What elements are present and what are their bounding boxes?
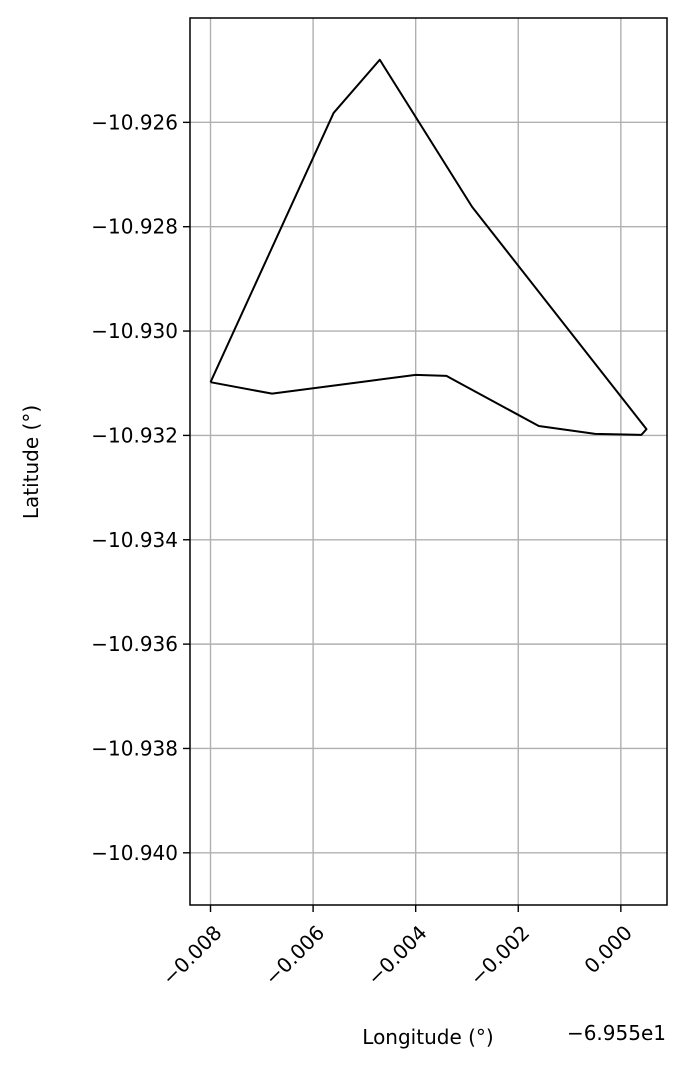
y-tick-label: −10.932 — [91, 423, 178, 447]
y-tick-label: −10.930 — [91, 319, 178, 343]
grid-lines — [190, 18, 667, 905]
x-tick-label: −0.002 — [465, 921, 534, 990]
x-tick-label: −0.004 — [362, 921, 431, 990]
x-offset-label: −6.955e1 — [567, 1021, 666, 1045]
x-axis-label: Longitude (°) — [362, 1025, 493, 1049]
x-axis: −0.008 −0.006 −0.004 −0.002 0.000 — [157, 905, 637, 990]
y-tick-label: −10.940 — [91, 841, 178, 865]
y-tick-label: −10.938 — [91, 736, 178, 760]
y-tick-label: −10.934 — [91, 528, 178, 552]
polygon-outline — [209, 58, 648, 436]
y-axis: −10.926 −10.928 −10.930 −10.932 −10.934 −10.9… — [91, 110, 190, 865]
y-tick-label: −10.936 — [91, 632, 178, 656]
x-tick-label: 0.000 — [579, 921, 636, 978]
y-axis-label: Latitude (°) — [19, 405, 43, 519]
x-tick-label: −0.006 — [260, 921, 329, 990]
y-tick-label: −10.928 — [91, 215, 178, 239]
series-layer — [209, 58, 648, 436]
plot-frame — [189, 17, 668, 906]
x-tick-label: −0.008 — [157, 921, 226, 990]
y-tick-label: −10.926 — [91, 110, 178, 134]
